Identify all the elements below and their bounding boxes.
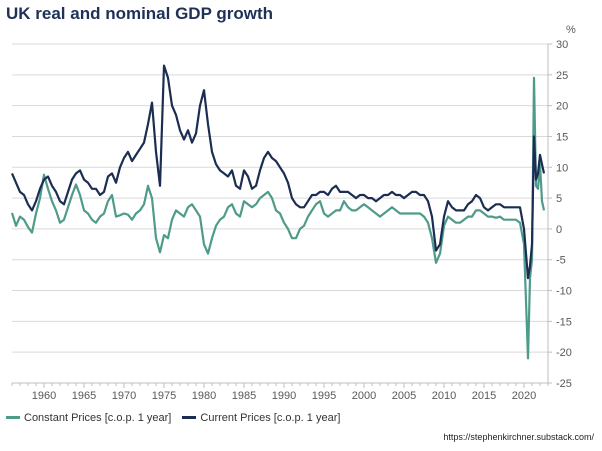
y-tick-label: 25 xyxy=(556,70,568,82)
chart-title: UK real and nominal GDP growth xyxy=(6,4,273,23)
y-axis-unit-label: % xyxy=(566,24,576,36)
y-tick-label: 10 xyxy=(556,162,568,174)
y-tick-label: 20 xyxy=(556,101,568,113)
x-tick-label: 1985 xyxy=(232,390,256,402)
legend-item-constant[interactable]: Constant Prices [c.o.p. 1 year] xyxy=(6,412,171,424)
x-tick-label: 2015 xyxy=(472,390,496,402)
legend: Constant Prices [c.o.p. 1 year] Current … xyxy=(6,412,348,424)
x-tick-label: 2005 xyxy=(392,390,416,402)
axes xyxy=(11,43,552,388)
x-tick-label: 1975 xyxy=(152,390,176,402)
y-tick-label: -20 xyxy=(556,347,572,359)
source-link[interactable]: https://stephenkirchner.substack.com/ xyxy=(443,432,594,442)
y-tick-label: 5 xyxy=(556,193,562,205)
legend-item-current[interactable]: Current Prices [c.o.p. 1 year] xyxy=(182,412,340,424)
y-tick-label: 30 xyxy=(556,39,568,51)
x-tick-label: 1960 xyxy=(32,390,56,402)
series-line-constant-prices[interactable] xyxy=(10,76,546,360)
x-tick-label: 1965 xyxy=(72,390,96,402)
x-tick-label: 1970 xyxy=(112,390,136,402)
series-group xyxy=(10,64,546,360)
y-tick-label: -5 xyxy=(556,255,566,267)
y-tick-label: -25 xyxy=(556,378,572,390)
x-tick-label: 2000 xyxy=(352,390,376,402)
series-line-current-prices[interactable] xyxy=(10,64,546,280)
y-tick-label: 0 xyxy=(556,224,562,236)
x-tick-label: 2010 xyxy=(432,390,456,402)
x-tick-label: 1990 xyxy=(272,390,296,402)
x-tick-label: 2020 xyxy=(512,390,536,402)
x-tick-label: 1995 xyxy=(312,390,336,402)
y-tick-label: -15 xyxy=(556,316,572,328)
legend-label-current: Current Prices [c.o.p. 1 year] xyxy=(200,412,341,424)
y-tick-label: -10 xyxy=(556,286,572,298)
legend-label-constant: Constant Prices [c.o.p. 1 year] xyxy=(24,412,172,424)
y-tick-labels: -25 -20 -15 -10 -5 0 5 10 15 20 25 30 xyxy=(556,39,572,390)
legend-swatch-current xyxy=(182,415,197,419)
x-tick-label: 1980 xyxy=(192,390,216,402)
legend-swatch-constant xyxy=(6,415,20,419)
x-tick-labels: 1960 1965 1970 1975 1980 1985 1990 1995 2000 2005… xyxy=(32,390,536,402)
y-tick-label: 15 xyxy=(556,131,568,143)
